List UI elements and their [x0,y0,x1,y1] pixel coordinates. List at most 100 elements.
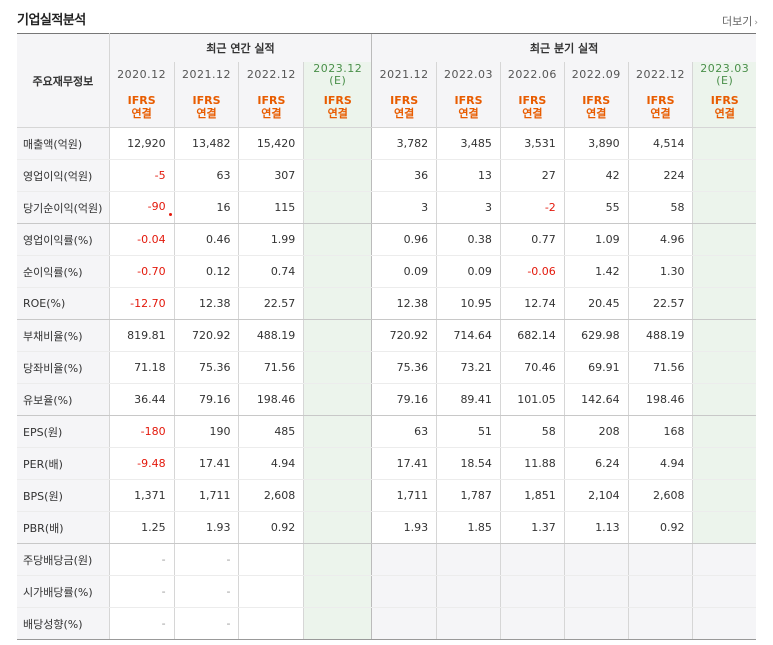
table-cell: 190 [173,415,239,448]
table-cell [692,415,756,448]
table-cell [692,351,756,384]
table-cell: 142.64 [563,383,629,416]
table-cell: 12,920 [108,127,175,160]
accounting-basis: IFRS 연결 [371,87,437,128]
table-cell [303,351,372,384]
table-cell: 168 [627,415,693,448]
table-cell [303,479,372,512]
table-cell [627,607,693,640]
table-cell: 488.19 [627,319,693,352]
table-row: EPS(원) -180 190 485 63 51 58 208 168 [17,415,756,448]
table-cell: 4,514 [627,127,693,160]
more-link-label[interactable]: 더보기 [722,15,753,28]
quarter-period-header: 2022.03 [436,62,501,87]
table-row: 부채비율(%) 819.81 720.92 488.19 720.92 714.64 682… [17,319,756,352]
table-cell [692,223,756,256]
more-link[interactable]: 더보기 › [722,13,758,29]
table-cell [303,159,372,192]
table-cell [692,383,756,416]
table-cell: 16 [173,191,239,224]
table-cell: 63 [173,159,239,192]
table-cell: 819.81 [108,319,175,352]
table-cell: 0.92 [627,511,693,544]
chevron-right-icon[interactable]: › [754,18,758,28]
table-cell [499,575,565,608]
table-cell [692,255,756,288]
table-cell: 488.19 [238,319,304,352]
table-cell [563,607,629,640]
table-cell: 27 [499,159,565,192]
table-cell: - [108,607,175,640]
table-cell [238,543,304,576]
table-cell: 0.46 [173,223,239,256]
table-cell [563,543,629,576]
table-cell: 18.54 [436,447,501,480]
table-cell [303,511,372,544]
table-cell: -90 [108,191,175,224]
table-row: 배당성향(%) - - [17,607,756,640]
table-cell: 720.92 [371,319,437,352]
table-cell: 89.41 [436,383,501,416]
table-cell: 1.42 [563,255,629,288]
table-cell [371,575,437,608]
table-cell: 3 [371,191,437,224]
annual-period-header: 2023.12 (E) [303,62,372,87]
table-cell [303,415,372,448]
estimate-marker: (E) [716,73,734,87]
row-label: 순이익률(%) [17,255,110,288]
table-row: 순이익률(%) -0.70 0.12 0.74 0.09 0.09 -0.06 1.42 1.3… [17,255,756,288]
table-cell [371,543,437,576]
table-cell: 2,608 [627,479,693,512]
table-row: 당좌비율(%) 71.18 75.36 71.56 75.36 73.21 70.46 69.… [17,351,756,384]
table-cell: 2,104 [563,479,629,512]
table-cell: 15,420 [238,127,304,160]
table-cell: -180 [108,415,175,448]
table-cell: 12.74 [499,287,565,320]
table-cell: 1,851 [499,479,565,512]
table-cell: 198.46 [627,383,693,416]
table-cell: 12.38 [371,287,437,320]
table-cell: 13,482 [173,127,239,160]
table-cell: 2,608 [238,479,304,512]
table-cell: 3,485 [436,127,501,160]
table-cell: 714.64 [436,319,501,352]
table-cell: 1,711 [173,479,239,512]
table-cell: 1.93 [173,511,239,544]
table-cell: 0.12 [173,255,239,288]
table-cell: 4.96 [627,223,693,256]
table-cell [692,607,756,640]
table-cell [692,479,756,512]
table-row: 매출액(억원) 12,920 13,482 15,420 3,782 3,485 3,531… [17,127,756,160]
table-cell: 71.18 [108,351,175,384]
row-label: 유보율(%) [17,383,110,416]
group-header-annual: 최근 연간 실적 [109,33,372,62]
table-cell [303,319,372,352]
table-cell: 36 [371,159,437,192]
table-cell: 4.94 [238,447,304,480]
table-cell [692,543,756,576]
accounting-basis: IFRS 연결 [108,87,175,128]
corner-label: 주요재무정보 [17,33,110,128]
table-cell [627,575,693,608]
table-row: 유보율(%) 36.44 79.16 198.46 79.16 89.41 101.05 14… [17,383,756,416]
table-cell [238,575,304,608]
row-label: 부채비율(%) [17,319,110,352]
annual-period-header: 2020.12 [108,62,175,87]
table-row: 영업이익률(%) -0.04 0.46 1.99 0.96 0.38 0.77 1.09 4.9… [17,223,756,256]
table-cell: 1.85 [436,511,501,544]
quarter-period-header: 2022.12 [627,62,693,87]
table-cell: 0.09 [436,255,501,288]
table-cell [692,159,756,192]
row-label: 시가배당률(%) [17,575,110,608]
row-label: 배당성향(%) [17,607,110,640]
table-cell: 42 [563,159,629,192]
table-cell: 720.92 [173,319,239,352]
table-cell: 75.36 [173,351,239,384]
row-label: 주당배당금(원) [17,543,110,576]
row-label: 당좌비율(%) [17,351,110,384]
table-cell: 3 [436,191,501,224]
table-cell [436,575,501,608]
table-cell: 79.16 [173,383,239,416]
annotation-dot [168,212,172,216]
table-cell [692,575,756,608]
